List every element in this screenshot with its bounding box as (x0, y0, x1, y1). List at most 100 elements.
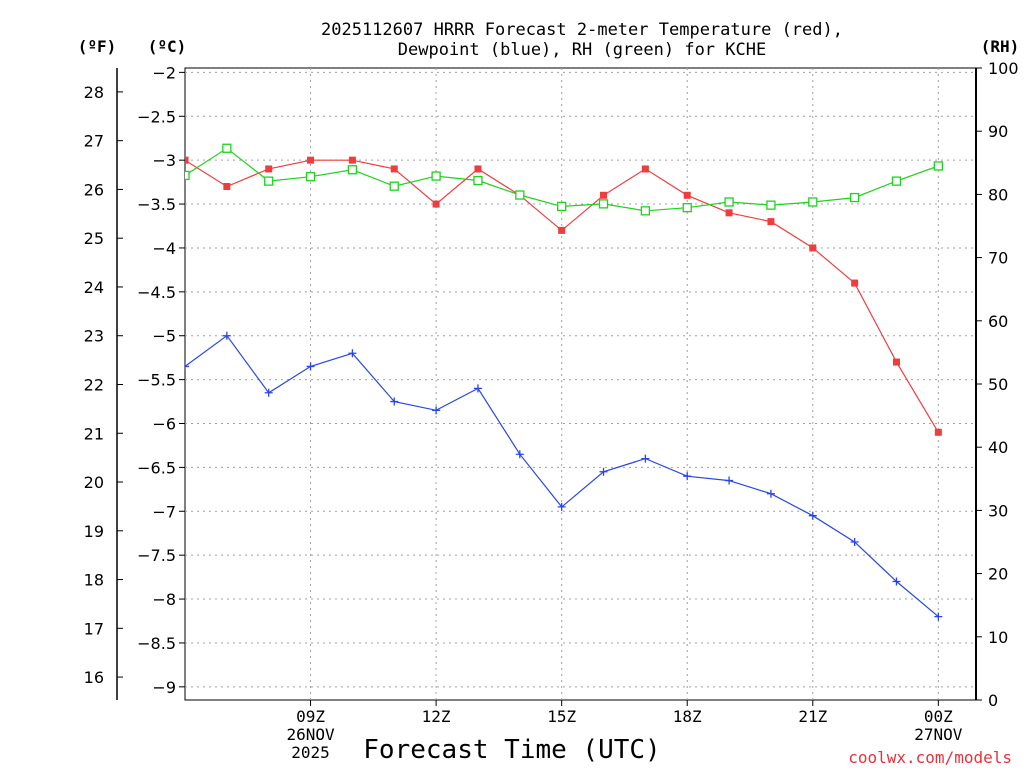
dewpoint-point (641, 454, 650, 463)
temperature-point (223, 183, 231, 190)
time-tick-label: 27NOV (914, 725, 963, 744)
rh-tick-label: 60 (988, 312, 1008, 331)
celsius-tick-label: −2 (152, 63, 176, 82)
rh-tick-label: 100 (988, 59, 1019, 78)
temperature-point (809, 244, 817, 252)
dewpoint-point (850, 538, 859, 546)
dewpoint-point (348, 349, 357, 358)
dewpoint-point (306, 362, 315, 371)
rh-tick-label: 50 (988, 375, 1008, 394)
celsius-unit-label: (ºC) (148, 37, 187, 56)
temperature-point (641, 165, 649, 173)
rh-point (808, 197, 818, 207)
time-tick-label: 26NOV (286, 725, 335, 744)
celsius-tick-label: −9 (152, 678, 176, 697)
fahrenheit-tick-label: 16 (84, 668, 104, 687)
rh-point (305, 172, 316, 182)
fahrenheit-tick-label: 26 (84, 180, 104, 199)
fahrenheit-tick-label: 19 (84, 522, 104, 541)
dewpoint-point (390, 397, 399, 406)
celsius-tick-label: −8 (152, 590, 176, 609)
rh-point (640, 206, 651, 216)
celsius-tick-label: −2.5 (137, 107, 176, 126)
rh-point (264, 176, 274, 186)
series-rh (185, 143, 943, 216)
dewpoint-point (515, 450, 524, 459)
rh-point (557, 201, 567, 212)
fahrenheit-tick-label: 18 (84, 571, 104, 590)
celsius-tick-label: −4 (152, 239, 176, 258)
dewpoint-point (432, 406, 441, 415)
celsius-tick-label: −4.5 (137, 283, 176, 302)
series-dewpoint (185, 331, 943, 621)
rh-tick-label: 80 (988, 185, 1008, 204)
temperature-point (600, 191, 608, 199)
rh-unit-label: (RH) (981, 37, 1020, 56)
rh-point (347, 165, 358, 175)
temperature-point (558, 226, 566, 234)
temperature-point (265, 165, 273, 173)
dewpoint-point (599, 467, 608, 476)
rh-point (766, 200, 776, 210)
dewpoint-point (557, 502, 566, 511)
rh-tick-label: 90 (988, 122, 1008, 141)
grid-lines (185, 68, 976, 700)
time-tick-label: 15Z (547, 707, 576, 726)
dewpoint-point (725, 476, 734, 485)
fahrenheit-tick-label: 28 (84, 83, 104, 102)
time-tick-label: 2025 (291, 743, 330, 762)
fahrenheit-tick-label: 20 (84, 473, 104, 492)
x-axis-label: Forecast Time (UTC) (363, 735, 660, 765)
rh-point (891, 176, 902, 186)
dewpoint-point (683, 472, 692, 481)
dewpoint-point (766, 489, 775, 498)
rh-point (473, 175, 483, 186)
fahrenheit-tick-label: 24 (84, 278, 104, 297)
dewpoint-point (264, 388, 273, 397)
celsius-tick-label: −6 (152, 415, 176, 434)
temperature-point (474, 165, 482, 173)
fahrenheit-tick-label: 22 (84, 375, 104, 394)
rh-point (933, 161, 943, 171)
rh-point (389, 181, 399, 191)
time-tick-label: 18Z (673, 707, 702, 726)
dewpoint-point (934, 612, 943, 621)
temperature-point (934, 428, 942, 436)
celsius-tick-label: −5 (152, 327, 176, 346)
dewpoint-point (808, 511, 817, 520)
chart-title-line2: Dewpoint (blue), RH (green) for KCHE (398, 40, 766, 60)
plot-area-frame (184, 67, 977, 701)
rh-point (515, 190, 525, 200)
credit-text: coolwx.com/models (848, 748, 1012, 767)
dewpoint-point (892, 577, 901, 586)
temperature-point (432, 200, 440, 208)
celsius-tick-label: −5.5 (137, 371, 176, 390)
rh-tick-label: 40 (988, 438, 1008, 457)
temperature-point (851, 279, 859, 287)
rh-point (222, 143, 232, 153)
temperature-point (725, 209, 733, 217)
time-tick-label: 21Z (798, 707, 827, 726)
fahrenheit-tick-label: 27 (84, 132, 104, 151)
celsius-tick-label: −3 (152, 151, 176, 170)
dewpoint-point (185, 362, 189, 371)
dewpoint-point (473, 384, 482, 393)
rh-point (724, 197, 734, 207)
dewpoint-point (222, 331, 231, 340)
celsius-tick-label: −6.5 (137, 458, 176, 477)
series-layer (185, 143, 943, 621)
temperature-point (348, 156, 356, 164)
celsius-tick-label: −7 (152, 502, 176, 521)
fahrenheit-tick-label: 25 (84, 229, 104, 248)
celsius-tick-label: −7.5 (137, 546, 176, 565)
fahrenheit-tick-label: 17 (84, 619, 104, 638)
celsius-tick-label: −8.5 (137, 634, 176, 653)
fahrenheit-tick-label: 21 (84, 424, 104, 443)
rh-tick-label: 70 (988, 249, 1008, 268)
temperature-point (683, 191, 691, 199)
rh-point (849, 192, 860, 203)
rh-point (598, 199, 609, 209)
